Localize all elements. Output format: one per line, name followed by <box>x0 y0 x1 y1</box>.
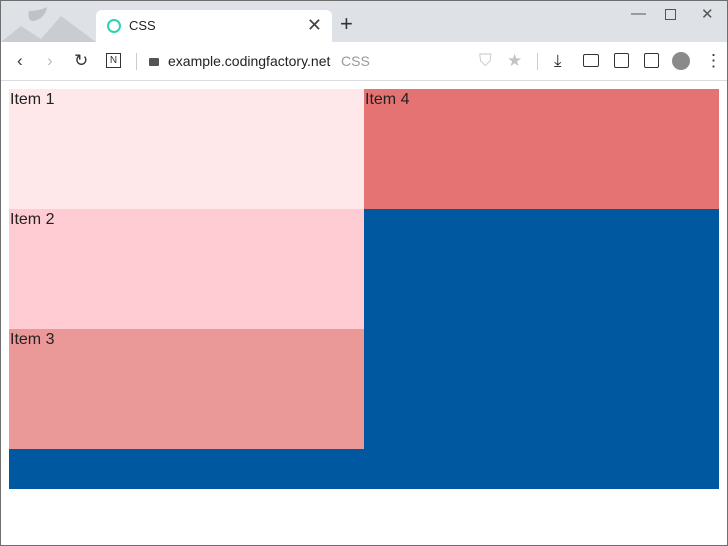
new-tab-button[interactable]: + <box>340 11 353 36</box>
camera-icon[interactable] <box>583 54 599 67</box>
divider <box>136 53 137 70</box>
maximize-icon[interactable] <box>665 9 676 20</box>
theme-decoration-icon <box>1 7 96 42</box>
tab-css[interactable]: CSS ✕ <box>96 10 332 42</box>
reload-icon[interactable]: ↻ <box>74 51 89 70</box>
url-domain[interactable]: example.codingfactory.net <box>168 53 331 69</box>
download-icon[interactable]: ⤓ <box>554 51 562 70</box>
toolbar: ‹ › ↻ N example.codingfactory.net CSS ⛉ … <box>1 42 727 81</box>
reader-icon[interactable] <box>614 53 629 68</box>
favicon-ring-icon <box>107 19 121 33</box>
star-icon[interactable]: ★ <box>507 51 523 70</box>
back-icon[interactable]: ‹ <box>17 51 23 70</box>
minimize-icon[interactable]: — <box>631 5 646 22</box>
menu-icon[interactable]: ⋮ <box>705 51 722 70</box>
title-bar: CSS ✕ + — ✕ <box>1 1 727 42</box>
sidebar-icon[interactable] <box>644 53 659 68</box>
item-label: Item 4 <box>365 91 410 108</box>
grid-item-4: Item 4 <box>364 89 719 209</box>
divider <box>537 53 538 70</box>
grid-item-2: Item 2 <box>9 209 364 329</box>
url-page-title: CSS <box>341 53 370 69</box>
close-tab-icon[interactable]: ✕ <box>306 15 322 35</box>
grid-item-3: Item 3 <box>9 329 364 449</box>
grid-container: Item 1 Item 2 Item 3 Item 4 <box>9 89 719 489</box>
forward-icon[interactable]: › <box>47 51 53 70</box>
lock-icon[interactable] <box>149 58 159 66</box>
item-label: Item 3 <box>10 331 55 348</box>
notion-icon[interactable]: N <box>106 53 121 68</box>
item-label: Item 1 <box>10 91 55 108</box>
close-window-icon[interactable]: ✕ <box>701 6 714 23</box>
avatar[interactable] <box>672 52 690 70</box>
tab-title: CSS <box>129 18 156 33</box>
grid-item-1: Item 1 <box>9 89 364 209</box>
item-label: Item 2 <box>10 211 55 228</box>
shield-icon[interactable]: ⛉ <box>479 51 492 70</box>
